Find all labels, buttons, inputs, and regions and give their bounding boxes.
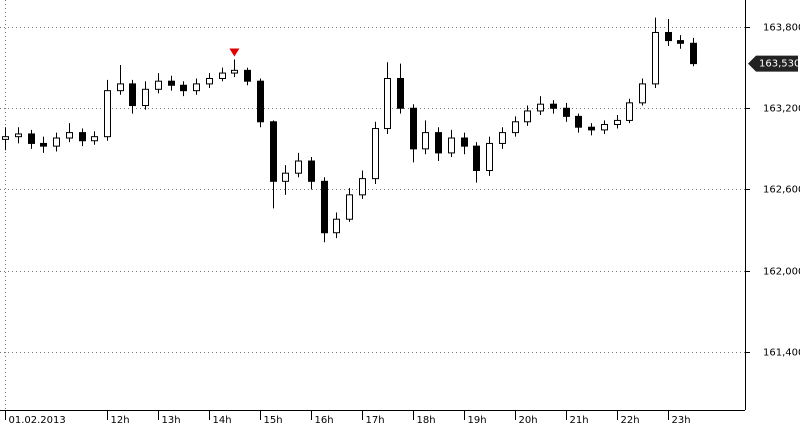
- candle-body: [193, 83, 200, 92]
- candle-body: [270, 121, 277, 182]
- candle-body: [537, 103, 544, 112]
- candle-body: [652, 31, 659, 85]
- x-tick-label: 15h: [264, 415, 283, 426]
- candle-body: [639, 83, 646, 104]
- candle-body: [15, 133, 22, 138]
- candle-body: [79, 132, 86, 142]
- high-marker: [229, 48, 240, 57]
- candle-body: [512, 121, 519, 134]
- candle-body: [588, 126, 595, 131]
- candle-body: [435, 132, 442, 154]
- y-tick-label: 162,000: [763, 267, 800, 278]
- candle-body: [282, 172, 289, 182]
- candle-body: [372, 128, 379, 180]
- candle-body: [206, 77, 213, 85]
- last-price-box: [748, 55, 798, 72]
- candle-body: [626, 102, 633, 121]
- x-tick-label: 17h: [366, 415, 385, 426]
- x-tick-label: 18h: [417, 415, 436, 426]
- y-tick-label: 162,600: [763, 185, 800, 196]
- candle-body: [448, 137, 455, 154]
- candle-body: [486, 142, 493, 171]
- candle-body: [180, 84, 187, 92]
- candle-body: [397, 77, 404, 109]
- candle-body: [473, 145, 480, 171]
- x-tick-label: 12h: [111, 415, 130, 426]
- candle-body: [104, 90, 111, 138]
- last-price-label: 163,530: [759, 59, 800, 70]
- candle-body: [28, 133, 35, 144]
- candle-body: [321, 180, 328, 234]
- candle-body: [677, 40, 684, 44]
- candle-body: [2, 136, 9, 140]
- candle-body: [40, 142, 47, 147]
- x-tick-label: 20h: [519, 415, 538, 426]
- candle-body: [410, 107, 417, 150]
- x-tick-label: 21h: [570, 415, 589, 426]
- candle-body: [117, 83, 124, 92]
- candle-body: [499, 132, 506, 144]
- candle-body: [461, 137, 468, 147]
- x-tick-label: 14h: [213, 415, 232, 426]
- candle-body: [690, 42, 697, 65]
- y-tick-label: 163,800: [763, 23, 800, 34]
- candle-body: [614, 119, 621, 125]
- x-tick-label: 01.02.2013: [9, 415, 66, 426]
- y-tick-label: 163,200: [763, 104, 800, 115]
- candle-body: [384, 77, 391, 130]
- candle-body: [168, 80, 175, 86]
- x-tick-label: 13h: [162, 415, 181, 426]
- candle-body: [346, 194, 353, 220]
- candle-body: [155, 80, 162, 90]
- y-tick-label: 161,400: [763, 348, 800, 359]
- candle-body: [91, 136, 98, 142]
- candle-body: [142, 88, 149, 107]
- candle-body: [550, 103, 557, 109]
- candle-body: [601, 123, 608, 131]
- candle-body: [665, 31, 672, 42]
- candle-body: [231, 69, 238, 74]
- x-tick-label: 16h: [315, 415, 334, 426]
- x-tick-label: 23h: [672, 415, 691, 426]
- candle-body: [53, 137, 60, 147]
- x-tick-label: 19h: [468, 415, 487, 426]
- candle-body: [563, 107, 570, 117]
- candle-body: [219, 72, 226, 79]
- candle-body: [129, 83, 136, 107]
- candle-body: [575, 115, 582, 128]
- candle-body: [257, 80, 264, 123]
- candle-body: [359, 178, 366, 196]
- candle-body: [422, 132, 429, 150]
- candle-body: [244, 69, 251, 82]
- candle-body: [524, 110, 531, 123]
- candle-body: [295, 160, 302, 174]
- candle-body: [66, 132, 73, 139]
- candle-body: [333, 218, 340, 234]
- candle-body: [308, 160, 315, 182]
- x-tick-label: 22h: [621, 415, 640, 426]
